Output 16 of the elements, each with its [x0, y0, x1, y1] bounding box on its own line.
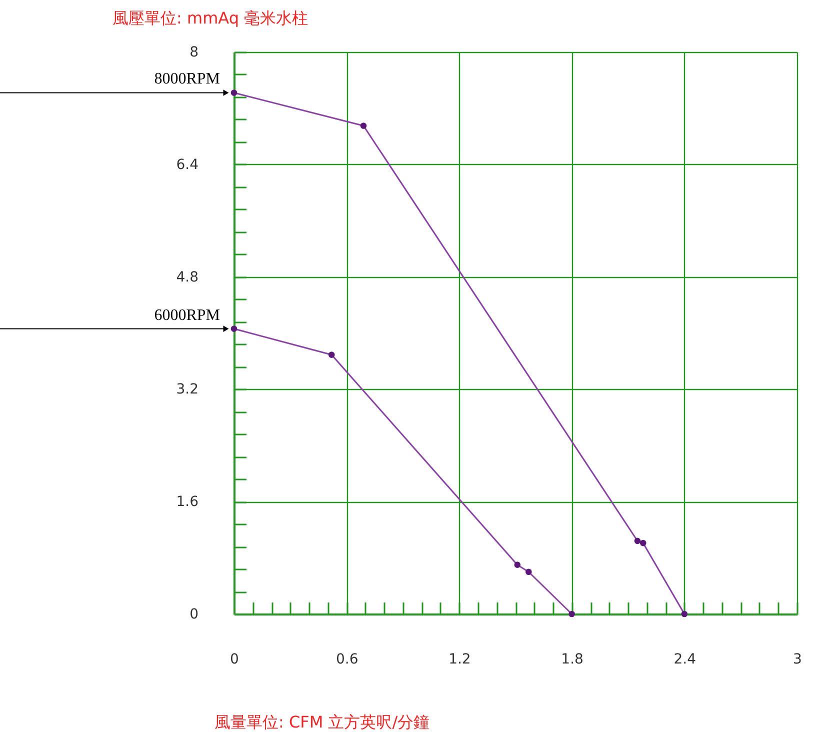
y-tick-label: 1.6 — [176, 494, 199, 510]
x-tick-label: 3 — [793, 652, 802, 668]
x-tick-label: 0.6 — [336, 652, 358, 668]
x-tick-label: 0 — [230, 652, 239, 668]
y-tick-label: 0 — [190, 606, 198, 622]
series-label: 6000RPM — [154, 306, 220, 324]
y-tick-label: 6.4 — [176, 156, 199, 173]
y-tick-label: 4.8 — [176, 269, 198, 286]
x-axis-title: 風量單位: CFM 立方英呎/分鐘 — [214, 712, 430, 732]
y-tick-label: 3.2 — [176, 382, 198, 398]
y-tick-label: 8 — [190, 44, 198, 60]
x-tick-label: 1.8 — [561, 652, 584, 668]
x-tick-label: 2.4 — [674, 652, 696, 668]
series-label: 8000RPM — [154, 70, 220, 88]
y-axis-title: 風壓單位: mmAq 毫米水柱 — [112, 8, 308, 28]
x-tick-label: 1.2 — [448, 652, 471, 668]
